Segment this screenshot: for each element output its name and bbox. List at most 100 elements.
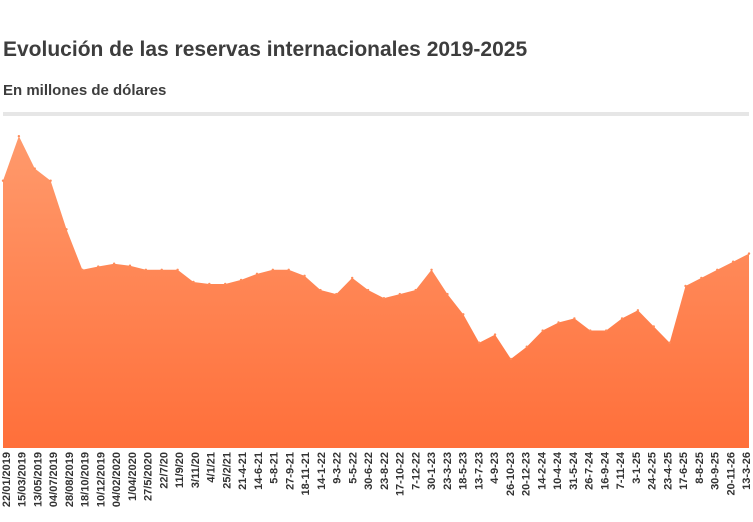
data-point: [319, 288, 322, 292]
data-point: [335, 292, 338, 296]
data-point: [652, 325, 655, 328]
data-point: [589, 329, 592, 332]
x-tick-label: 9-3-22: [332, 452, 344, 484]
x-tick-label: 10-4-24: [552, 451, 564, 490]
x-tick-label: 21-4-21: [237, 452, 249, 490]
x-tick-label: 4/1/21: [206, 452, 218, 483]
data-point: [747, 252, 751, 255]
data-point: [620, 317, 624, 320]
x-tick-label: 15/03/2019: [17, 452, 29, 507]
data-point: [303, 274, 306, 278]
x-tick-label: 26-7-24: [584, 451, 596, 490]
data-point: [208, 282, 211, 286]
data-point: [604, 329, 608, 332]
x-tick-label: 23-3-23: [442, 452, 454, 490]
data-point: [700, 276, 703, 280]
x-tick-label: 13-3-26: [741, 452, 753, 490]
data-point: [716, 268, 719, 271]
x-tick-label: 24-2-25: [647, 452, 659, 490]
x-tick-label: 18/10/2019: [80, 452, 92, 507]
x-tick-label: 13-7-23: [473, 452, 485, 490]
x-tick-label: 22/01/2019: [1, 452, 13, 507]
reserves-area: [3, 136, 749, 448]
data-point: [144, 268, 148, 271]
x-tick-label: 18-5-23: [458, 452, 470, 490]
x-tick-label: 13/05/2019: [32, 452, 44, 507]
data-point: [668, 341, 671, 344]
x-tick-label: 14-6-21: [253, 452, 265, 490]
data-point: [525, 345, 528, 348]
x-tick-label: 04/07/2019: [48, 452, 60, 507]
x-tick-label: 4-9-23: [489, 452, 501, 484]
x-tick-label: 25/2/21: [221, 452, 233, 489]
data-point: [541, 329, 544, 332]
data-point: [128, 264, 132, 267]
data-point: [462, 313, 465, 316]
x-tick-label: 27-9-21: [284, 452, 296, 490]
x-tick-label: 20-11-26: [725, 452, 737, 495]
x-tick-label: 20-12-23: [521, 452, 533, 496]
data-point: [255, 272, 259, 276]
data-point: [1, 179, 5, 182]
x-tick-label: 5-8-21: [269, 452, 281, 484]
x-tick-label: 1/04/2020: [127, 452, 139, 501]
x-tick-label: 30-1-23: [426, 452, 438, 490]
data-point: [65, 228, 68, 231]
x-tick-label: 3-1-25: [631, 452, 643, 484]
plot-area: [1, 134, 751, 448]
x-tick-label: 14-1-22: [316, 452, 328, 490]
data-point: [557, 321, 560, 324]
data-point: [176, 268, 179, 271]
data-point: [192, 280, 195, 284]
data-point: [382, 296, 386, 300]
data-point: [430, 268, 433, 271]
data-point: [112, 262, 116, 265]
data-point: [33, 167, 36, 170]
x-tick-label: 14-2-24: [536, 451, 548, 490]
x-tick-label: 5-5-22: [347, 452, 359, 484]
data-point: [493, 333, 497, 336]
data-point: [81, 268, 84, 271]
data-point: [731, 260, 735, 263]
chart-subtitle: En millones de dólares: [3, 82, 167, 99]
data-point: [477, 341, 481, 344]
x-tick-label: 11/9/20: [174, 452, 186, 488]
title-divider: [3, 112, 749, 116]
data-point: [366, 288, 370, 292]
data-point: [509, 357, 513, 361]
data-point: [398, 292, 402, 296]
data-point: [49, 179, 52, 182]
reserves-area-chart: 22/01/2019 15/03/2019 13/05/2019 04/07/2019…: [1, 134, 753, 507]
data-point: [636, 309, 640, 312]
x-tick-label: 18-11-21: [300, 452, 312, 495]
x-tick-label: 10/12/2019: [95, 452, 107, 507]
x-tick-label: 30-6-22: [363, 452, 375, 490]
x-tick-label: 28/08/2019: [64, 452, 76, 507]
data-point: [224, 282, 227, 286]
data-point: [573, 317, 576, 320]
x-tick-label: 17-6-25: [678, 452, 690, 490]
x-tick-label: 7-11-24: [615, 451, 627, 489]
data-point: [239, 278, 243, 282]
data-point: [446, 292, 449, 296]
x-tick-label: 16-9-24: [599, 451, 611, 490]
x-tick-label: 17-10-22: [395, 452, 407, 496]
data-point: [160, 268, 163, 271]
chart-title: Evolución de las reservas internacionale…: [3, 38, 528, 61]
x-tick-label: 30-9-25: [710, 452, 722, 490]
x-tick-label: 8-8-25: [694, 452, 706, 484]
x-tick-label: 31-5-24: [568, 451, 580, 490]
data-point: [271, 268, 275, 271]
x-tick-label: 22/7/20: [158, 452, 170, 489]
x-tick-label: 23-8-22: [379, 452, 391, 490]
x-tick-label: 3/11/20: [190, 452, 202, 488]
data-point: [287, 268, 290, 271]
data-point: [17, 134, 21, 138]
data-point: [97, 265, 100, 268]
x-tick-label: 26-10-23: [505, 452, 517, 496]
x-tick-label: 04/02/2020: [111, 452, 123, 507]
data-point: [684, 284, 687, 288]
x-tick-label: 27/5/2020: [143, 452, 155, 501]
data-point: [414, 288, 417, 292]
x-tick-label: 7-12-22: [410, 452, 422, 490]
